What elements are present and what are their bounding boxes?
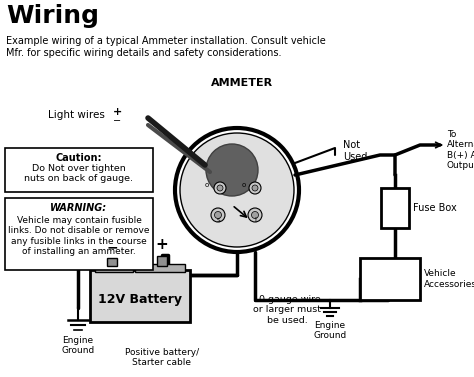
- Text: l: l: [254, 217, 256, 223]
- Bar: [90, 270, 190, 322]
- Text: −: −: [106, 240, 118, 254]
- Text: 12V Battery: 12V Battery: [98, 294, 182, 307]
- Circle shape: [206, 144, 258, 196]
- Text: Engine
Ground: Engine Ground: [61, 336, 95, 356]
- Text: o: o: [242, 182, 246, 188]
- Bar: [135, 264, 185, 272]
- Text: WARNING:: WARNING:: [50, 203, 108, 213]
- Circle shape: [214, 182, 226, 194]
- Circle shape: [217, 185, 223, 191]
- Bar: [360, 258, 420, 300]
- Text: Fuse Box: Fuse Box: [413, 203, 457, 213]
- Circle shape: [211, 208, 225, 222]
- Bar: [95, 264, 133, 272]
- Circle shape: [180, 133, 294, 247]
- Text: Light wires: Light wires: [48, 110, 105, 120]
- Text: AMMETER: AMMETER: [211, 78, 273, 88]
- Bar: [5, 148, 153, 192]
- Circle shape: [252, 185, 258, 191]
- Text: Positive battery/
Starter cable: Positive battery/ Starter cable: [125, 348, 199, 368]
- Bar: [157, 256, 167, 266]
- Circle shape: [175, 128, 299, 252]
- Text: Example wiring of a typical Ammeter installation. Consult vehicle
Mfr. for speci: Example wiring of a typical Ammeter inst…: [6, 36, 326, 58]
- Text: To
Alternator
B(+) Alt.
Output: To Alternator B(+) Alt. Output: [447, 130, 474, 170]
- Text: −: −: [113, 116, 121, 126]
- Text: Vehicle
Accessories: Vehicle Accessories: [424, 269, 474, 289]
- Text: Vehicle may contain fusible
links. Do not disable or remove
any fusible links in: Vehicle may contain fusible links. Do no…: [8, 216, 150, 256]
- Text: Do Not over tighten
nuts on back of gauge.: Do Not over tighten nuts on back of gaug…: [25, 164, 134, 183]
- Text: Wiring: Wiring: [6, 4, 99, 28]
- Bar: [5, 198, 153, 270]
- Bar: [107, 258, 117, 266]
- Text: +: +: [113, 107, 122, 117]
- Text: s: s: [216, 217, 220, 223]
- Circle shape: [248, 208, 262, 222]
- Circle shape: [215, 211, 221, 219]
- Circle shape: [252, 211, 258, 219]
- Text: o: o: [205, 182, 209, 188]
- Text: Not
Used: Not Used: [343, 140, 367, 162]
- Text: 10 gauge wire
or larger must
be used.: 10 gauge wire or larger must be used.: [253, 295, 321, 325]
- Text: Engine
Ground: Engine Ground: [313, 321, 346, 340]
- Bar: [381, 188, 409, 228]
- Text: Caution:: Caution:: [56, 153, 102, 163]
- Circle shape: [249, 182, 261, 194]
- Text: +: +: [155, 237, 168, 252]
